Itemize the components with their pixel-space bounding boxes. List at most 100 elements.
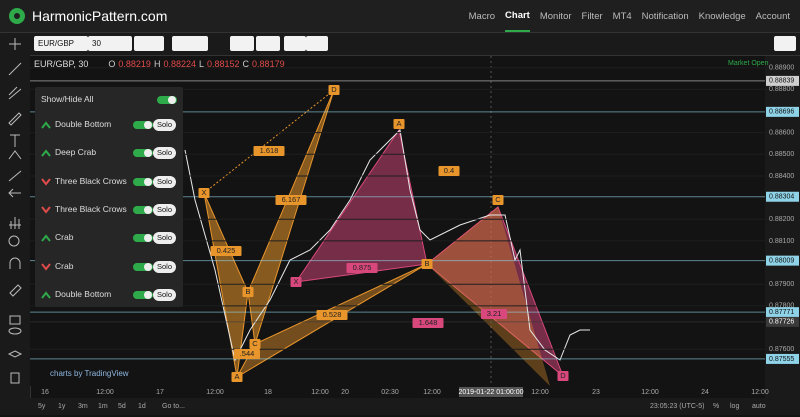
watermark: charts by TradingView	[50, 369, 129, 378]
level-label: 0.88839	[769, 78, 794, 85]
nav-item[interactable]: Account	[755, 10, 790, 22]
pattern-label: D	[331, 85, 337, 94]
interval-select[interactable]: 30	[88, 36, 132, 51]
pattern-tag	[328, 85, 340, 95]
auto-toggle[interactable]: auto	[752, 403, 766, 410]
nav-item[interactable]: Monitor	[539, 10, 572, 22]
arrow	[41, 291, 51, 299]
solo-button[interactable]: Solo	[153, 119, 177, 131]
symbol-input[interactable]: EUR/GBP	[34, 36, 88, 51]
nav-item[interactable]: Macro	[468, 10, 496, 22]
range-button[interactable]: 1m	[98, 403, 108, 410]
solo-button[interactable]: Solo	[153, 260, 177, 273]
nav: Macro Chart Monitor Filter MT4 Notification Kn…	[469, 0, 790, 32]
toggle-knob	[144, 290, 152, 299]
pattern-label: 0.425	[217, 246, 236, 255]
pattern-label: 1.648	[419, 318, 438, 327]
toggle[interactable]	[133, 148, 153, 158]
list[interactable]	[284, 36, 306, 51]
indicators[interactable]	[172, 36, 208, 51]
range-button[interactable]: 5y	[38, 403, 46, 410]
range-button[interactable]: 1d	[138, 403, 146, 410]
toggle[interactable]	[133, 262, 153, 272]
toggle-knob	[144, 149, 152, 158]
toggle[interactable]	[157, 95, 177, 105]
price-tick-label: 0.87900	[769, 281, 794, 288]
range-button[interactable]: 3m	[78, 403, 88, 410]
nav-item[interactable]: Filter	[581, 10, 603, 22]
nav-item[interactable]: MT4	[612, 10, 632, 22]
price-tick-label: 0.87600	[769, 346, 794, 353]
brand: HarmonicPattern.com	[32, 8, 168, 24]
level-label: 0.87771	[769, 309, 794, 316]
screenshot-tool[interactable]	[256, 36, 280, 51]
time-label: 12:00	[751, 389, 769, 396]
pattern-panel: Show/Hide All Double Bottom Solo Deep Crab S…	[35, 87, 183, 307]
price-tick-label: 0.88800	[769, 86, 794, 93]
toggle[interactable]	[133, 290, 153, 300]
pattern-name: Three Black Crows	[55, 203, 127, 214]
level-tag	[766, 191, 799, 202]
eye[interactable]	[306, 36, 328, 51]
solo-button[interactable]: Solo	[153, 232, 177, 245]
level-tag	[766, 75, 799, 86]
show-all: Show/Hide All	[41, 94, 94, 104]
pattern-tag	[481, 309, 507, 319]
market-status: Market Open	[728, 60, 769, 67]
pattern-name: Three Black Crows	[55, 175, 127, 186]
level-label: 0.88696	[769, 109, 794, 116]
camera[interactable]	[774, 36, 796, 51]
time-label: 16	[41, 389, 49, 396]
pattern-tag	[393, 119, 405, 129]
range-button[interactable]: 1y	[58, 403, 66, 410]
arrow	[41, 121, 51, 129]
solo-button[interactable]: Solo	[153, 147, 177, 160]
range-button[interactable]: 5d	[118, 403, 126, 410]
solo-button[interactable]: Solo	[153, 288, 177, 301]
o-value: 0.88219	[118, 59, 151, 69]
l-value: 0.88152	[207, 59, 240, 69]
pattern-tag	[316, 310, 348, 320]
time-label: 12:00	[206, 389, 224, 396]
pattern-tag	[234, 349, 260, 359]
pattern-tag	[242, 287, 254, 297]
pattern-name: Double Bottom	[55, 119, 112, 129]
toggle-knob	[144, 121, 152, 129]
toggle-knob	[144, 234, 152, 243]
nav-item[interactable]: Knowledge	[698, 10, 746, 22]
nav-item[interactable]: Chart	[505, 1, 530, 32]
range-button[interactable]: Go to...	[162, 403, 185, 410]
price-tick-label: 0.88900	[769, 65, 794, 72]
level-tag	[766, 255, 799, 266]
log-toggle[interactable]: log	[730, 403, 739, 410]
direction-icon	[41, 149, 51, 157]
solo-button[interactable]: Solo	[153, 203, 177, 216]
header: HarmonicPattern.com Macro Chart Monitor Fil…	[0, 0, 800, 33]
h-label: H	[153, 59, 161, 69]
toggle[interactable]	[133, 120, 153, 130]
pattern-label: A	[234, 372, 239, 381]
c-value: 0.88179	[252, 59, 285, 69]
solo-button[interactable]: Solo	[153, 175, 177, 188]
toggle-knob	[144, 262, 152, 271]
nav-item[interactable]: Notification	[641, 10, 689, 22]
time-label: 12:00	[531, 389, 549, 396]
time-label: 24	[701, 389, 709, 396]
toggle[interactable]	[133, 233, 153, 243]
pattern-name: Crab	[55, 232, 74, 243]
time-label: 12:00	[641, 389, 659, 396]
percent-toggle[interactable]: %	[713, 403, 719, 410]
compare[interactable]	[230, 36, 254, 51]
toggle[interactable]	[133, 205, 153, 215]
pattern-label: B	[424, 259, 429, 268]
toggle-knob	[144, 177, 152, 186]
pattern-label: .544	[240, 349, 255, 358]
toggle[interactable]	[133, 177, 153, 187]
pattern-tag	[557, 371, 569, 381]
pattern-tag	[253, 146, 285, 156]
chart-style[interactable]	[134, 36, 164, 51]
pattern-label: B	[245, 287, 250, 296]
pattern-tag	[231, 372, 243, 382]
arrow	[41, 206, 51, 214]
